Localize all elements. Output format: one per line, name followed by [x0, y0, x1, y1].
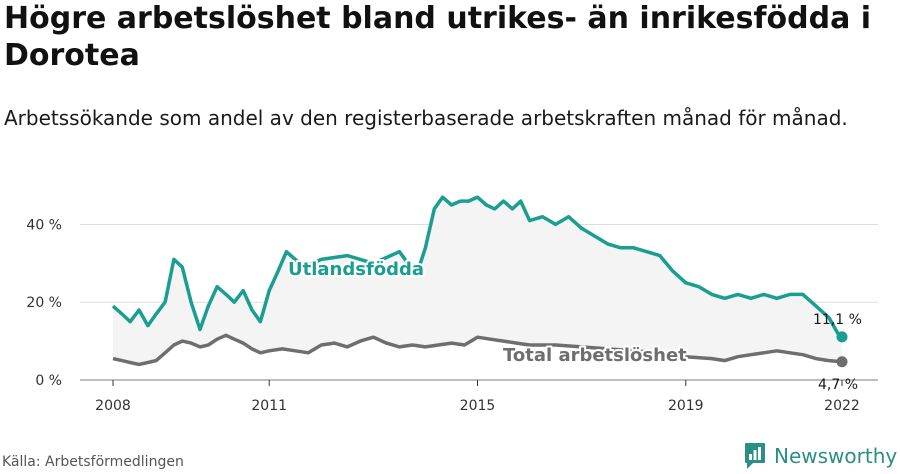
difference-band	[113, 197, 842, 365]
series-line-utlandsfodda	[111, 195, 844, 339]
end-label-utlandsfodda: 11,1 %	[813, 312, 862, 328]
x-tick-label: 2022	[824, 398, 860, 414]
source-note: Källa: Arbetsförmedlingen	[2, 454, 184, 470]
chart-subtitle: Arbetssökande som andel av den registerb…	[4, 106, 848, 130]
x-tick-label: 2019	[668, 398, 704, 414]
brand-logo: Newsworthy	[744, 441, 897, 471]
x-tick-label: 2011	[251, 398, 287, 414]
end-point-total	[836, 356, 848, 368]
end-label-total: 4,7 %	[818, 377, 858, 393]
line-chart: 0 % 20 % 40 % 2008 2011 2015 2019 2022 Utlandsf…	[26, 195, 878, 414]
series-label-utlandsfodda: Utlandsfödda	[288, 259, 424, 280]
x-tick-label: 2015	[460, 398, 496, 414]
x-tick-label: 2008	[95, 398, 131, 414]
series-label-total: Total arbetslöshet	[503, 345, 687, 366]
y-tick-label: 20 %	[26, 295, 62, 311]
y-tick-label: 0 %	[35, 373, 62, 389]
bar-chart-icon	[745, 443, 765, 469]
series-line-total	[112, 333, 843, 367]
axes: 0 % 20 % 40 % 2008 2011 2015 2019 2022	[26, 217, 859, 414]
chart-title: Högre arbetslöshet bland utrikes- än inr…	[4, 1, 872, 73]
y-tick-label: 40 %	[26, 217, 62, 233]
end-point-utlandsfodda	[836, 331, 848, 343]
brand-name: Newsworthy	[774, 444, 898, 468]
